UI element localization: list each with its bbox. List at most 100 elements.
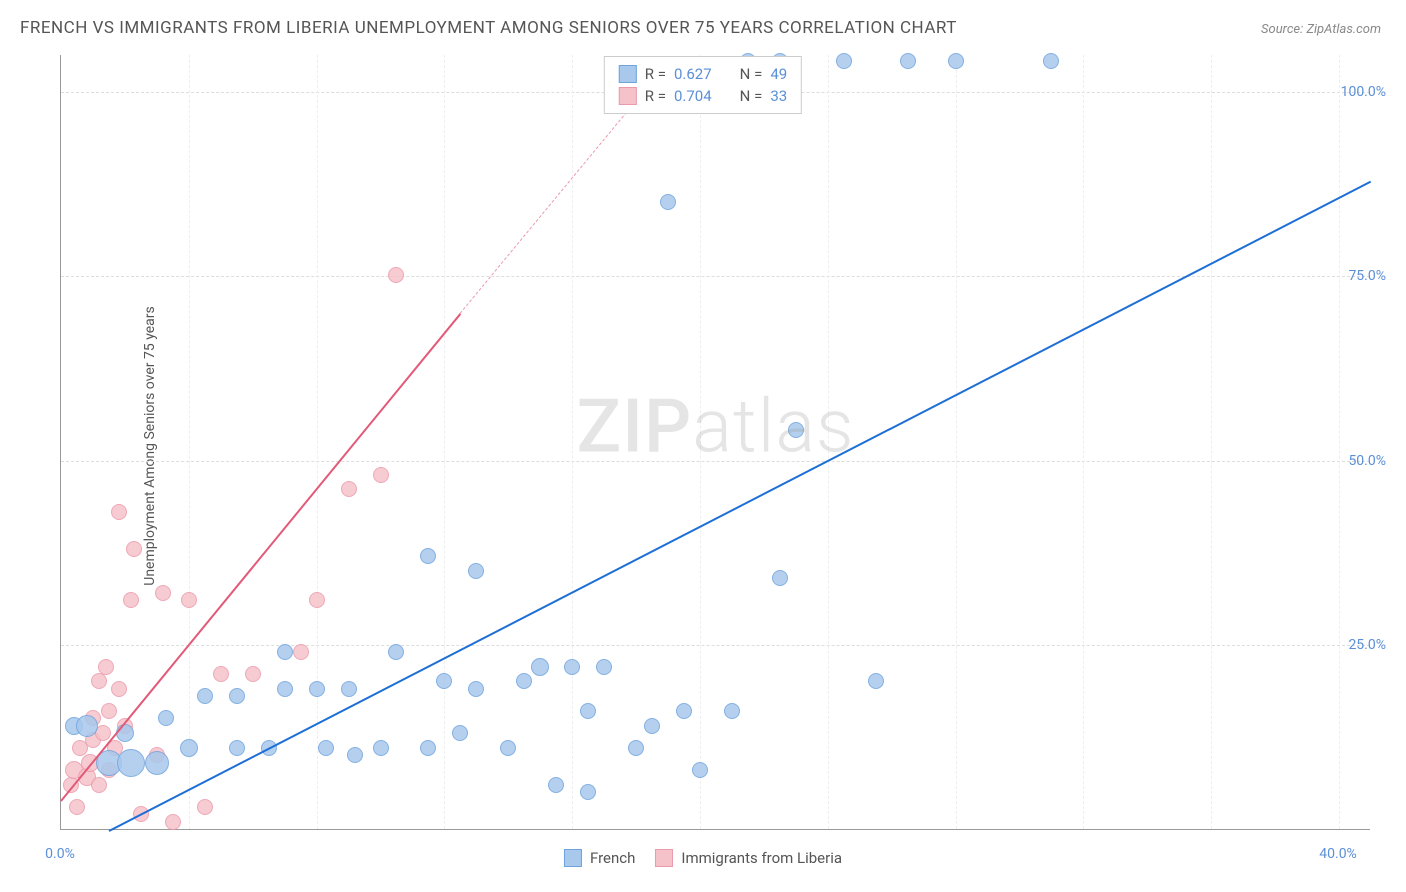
data-point-french xyxy=(277,644,293,660)
n-value-french: 49 xyxy=(770,65,787,83)
source-value: ZipAtlas.com xyxy=(1306,22,1381,37)
gridline-vertical xyxy=(1339,55,1340,829)
legend-swatch-liberia xyxy=(619,87,637,105)
watermark-atlas: atlas xyxy=(692,383,854,470)
gridline-vertical xyxy=(572,55,573,829)
data-point-french xyxy=(318,740,334,756)
data-point-french xyxy=(724,703,740,719)
data-point-french xyxy=(548,777,564,793)
data-point-french xyxy=(868,673,884,689)
n-label: N = xyxy=(740,87,763,105)
n-label: N = xyxy=(740,65,763,83)
data-point-french xyxy=(1043,53,1059,69)
x-tick-label: 0.0% xyxy=(45,846,75,862)
data-point-liberia xyxy=(123,592,139,608)
gridline-vertical xyxy=(828,55,829,829)
data-point-french xyxy=(388,644,404,660)
data-point-french xyxy=(900,53,916,69)
data-point-french xyxy=(347,747,363,763)
chart-title: FRENCH VS IMMIGRANTS FROM LIBERIA UNEMPL… xyxy=(20,18,957,38)
data-point-french xyxy=(676,703,692,719)
r-value-liberia: 0.704 xyxy=(674,87,712,105)
data-point-french xyxy=(644,718,660,734)
y-tick-label: 25.0% xyxy=(1348,637,1386,653)
data-point-french xyxy=(197,688,213,704)
data-point-liberia xyxy=(69,799,85,815)
gridline-vertical xyxy=(1211,55,1212,829)
data-point-liberia xyxy=(91,777,107,793)
r-label: R = xyxy=(645,65,666,83)
gridline-vertical xyxy=(444,55,445,829)
data-point-french xyxy=(229,740,245,756)
data-point-french xyxy=(692,762,708,778)
data-point-french xyxy=(772,570,788,586)
data-point-french xyxy=(341,681,357,697)
trend-line xyxy=(60,314,461,802)
gridline-horizontal xyxy=(61,276,1370,277)
data-point-liberia xyxy=(373,467,389,483)
data-point-liberia xyxy=(155,585,171,601)
watermark: ZIPatlas xyxy=(576,383,854,470)
data-point-liberia xyxy=(165,814,181,830)
data-point-french xyxy=(500,740,516,756)
gridline-horizontal xyxy=(61,645,1370,646)
r-label: R = xyxy=(645,87,666,105)
gridline-vertical xyxy=(317,55,318,829)
data-point-french xyxy=(660,194,676,210)
trend-line xyxy=(108,181,1371,832)
gridline-vertical xyxy=(700,55,701,829)
legend-swatch-liberia-icon xyxy=(655,849,673,867)
legend-item-liberia: Immigrants from Liberia xyxy=(655,849,842,867)
data-point-liberia xyxy=(98,659,114,675)
legend-stats-row-liberia: R = 0.704 N = 33 xyxy=(619,85,787,107)
data-point-french xyxy=(580,703,596,719)
data-point-french xyxy=(580,784,596,800)
legend-swatch-french-icon xyxy=(564,849,582,867)
data-point-french xyxy=(836,53,852,69)
data-point-liberia xyxy=(91,673,107,689)
source-label: Source: xyxy=(1261,22,1306,37)
data-point-french xyxy=(373,740,389,756)
y-tick-label: 50.0% xyxy=(1348,453,1386,469)
data-point-liberia xyxy=(111,504,127,520)
data-point-french xyxy=(309,681,325,697)
legend-label-french: French xyxy=(590,849,635,867)
data-point-french xyxy=(277,681,293,697)
source-attribution: Source: ZipAtlas.com xyxy=(1261,22,1381,37)
data-point-french xyxy=(420,548,436,564)
data-point-french xyxy=(436,673,452,689)
r-value-french: 0.627 xyxy=(674,65,712,83)
data-point-french xyxy=(564,659,580,675)
data-point-french xyxy=(468,563,484,579)
data-point-french xyxy=(180,739,198,757)
gridline-vertical xyxy=(189,55,190,829)
data-point-french xyxy=(468,681,484,697)
legend-label-liberia: Immigrants from Liberia xyxy=(681,849,842,867)
y-tick-label: 75.0% xyxy=(1348,268,1386,284)
data-point-french xyxy=(116,724,134,742)
legend-item-french: French xyxy=(564,849,635,867)
data-point-french xyxy=(788,422,804,438)
data-point-liberia xyxy=(341,481,357,497)
data-point-french xyxy=(229,688,245,704)
data-point-liberia xyxy=(111,681,127,697)
data-point-french xyxy=(596,659,612,675)
data-point-liberia xyxy=(181,592,197,608)
data-point-french xyxy=(158,710,174,726)
data-point-french xyxy=(117,749,145,777)
gridline-vertical xyxy=(1083,55,1084,829)
data-point-french xyxy=(516,673,532,689)
data-point-liberia xyxy=(309,592,325,608)
data-point-liberia xyxy=(126,541,142,557)
gridline-horizontal xyxy=(61,461,1370,462)
gridline-vertical xyxy=(956,55,957,829)
data-point-liberia xyxy=(213,666,229,682)
legend-stats-box: R = 0.627 N = 49 R = 0.704 N = 33 xyxy=(604,56,802,114)
watermark-zip: ZIP xyxy=(576,383,692,470)
data-point-french xyxy=(420,740,436,756)
data-point-french xyxy=(948,53,964,69)
y-tick-label: 100.0% xyxy=(1341,84,1386,100)
legend-stats-row-french: R = 0.627 N = 49 xyxy=(619,63,787,85)
legend-bottom: French Immigrants from Liberia xyxy=(564,849,842,867)
data-point-liberia xyxy=(245,666,261,682)
